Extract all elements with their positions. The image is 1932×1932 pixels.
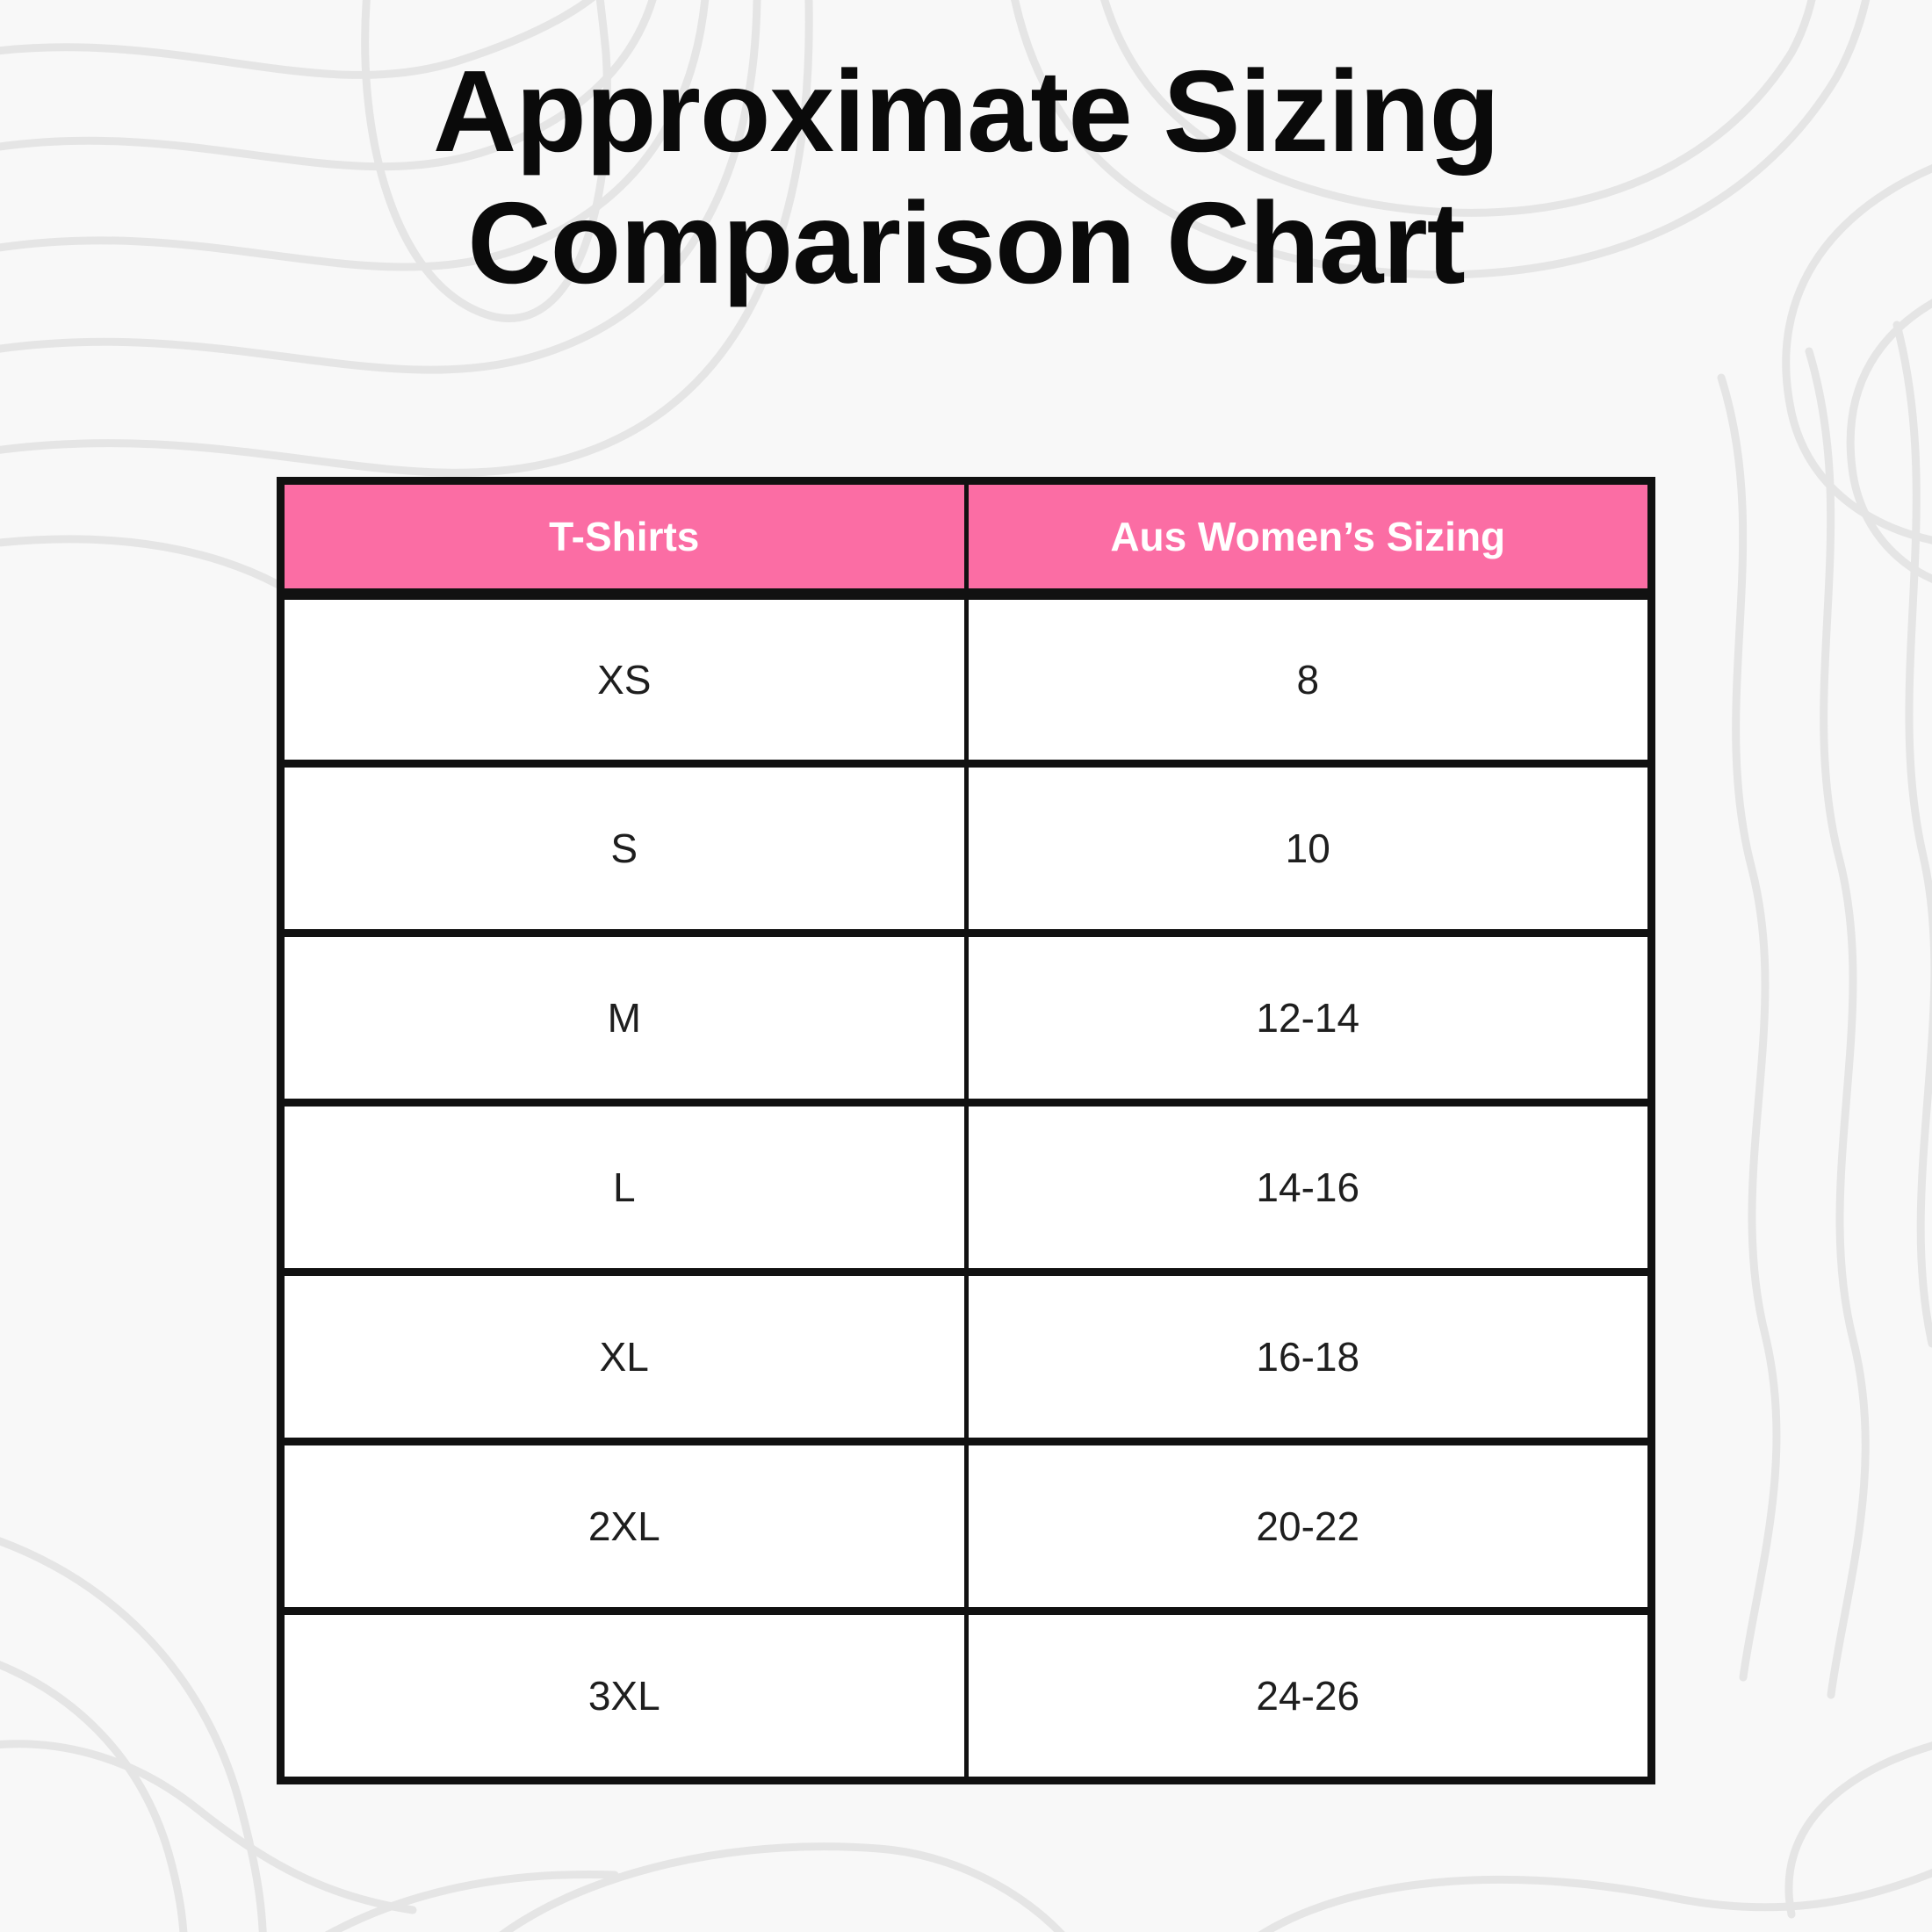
tshirt-size-cell: XS (280, 590, 966, 764)
size-row: XL 16-18 (280, 1268, 1652, 1442)
aus-womens-size-cell: 14-16 (963, 1099, 1652, 1272)
sizing-comparison-table: T-Shirts Aus Women’s Sizing XS 8 S 10 M 12-14… (277, 477, 1655, 1784)
size-row: 2XL 20-22 (280, 1438, 1652, 1611)
size-row: 3XL 24-26 (280, 1607, 1652, 1781)
size-row: L 14-16 (280, 1099, 1652, 1272)
aus-womens-size-cell: 20-22 (963, 1438, 1652, 1611)
aus-womens-size-cell: 10 (963, 760, 1652, 934)
tshirt-size-cell: L (280, 1099, 966, 1272)
tshirt-size-cell: M (280, 929, 966, 1103)
sizing-table-body: XS 8 S 10 M 12-14 L 14-16 XL 16-18 2XL 20-22 3XL 24-2… (280, 590, 1652, 1781)
aus-womens-size-cell: 8 (963, 590, 1652, 764)
tshirt-size-cell: XL (280, 1268, 966, 1442)
aus-womens-size-cell: 24-26 (963, 1607, 1652, 1781)
column-header-aus-womens-sizing: Aus Women’s Sizing (963, 480, 1652, 600)
aus-womens-size-cell: 12-14 (963, 929, 1652, 1103)
size-row: S 10 (280, 760, 1652, 934)
size-row: XS 8 (280, 590, 1652, 764)
tshirt-size-cell: 3XL (280, 1607, 966, 1781)
page-title: Approximate Sizing Comparison Chart (432, 47, 1500, 308)
tshirt-size-cell: S (280, 760, 966, 934)
size-row: M 12-14 (280, 929, 1652, 1103)
tshirt-size-cell: 2XL (280, 1438, 966, 1611)
table-header-row: T-Shirts Aus Women’s Sizing (280, 480, 1652, 600)
column-header-tshirts: T-Shirts (280, 480, 966, 600)
aus-womens-size-cell: 16-18 (963, 1268, 1652, 1442)
